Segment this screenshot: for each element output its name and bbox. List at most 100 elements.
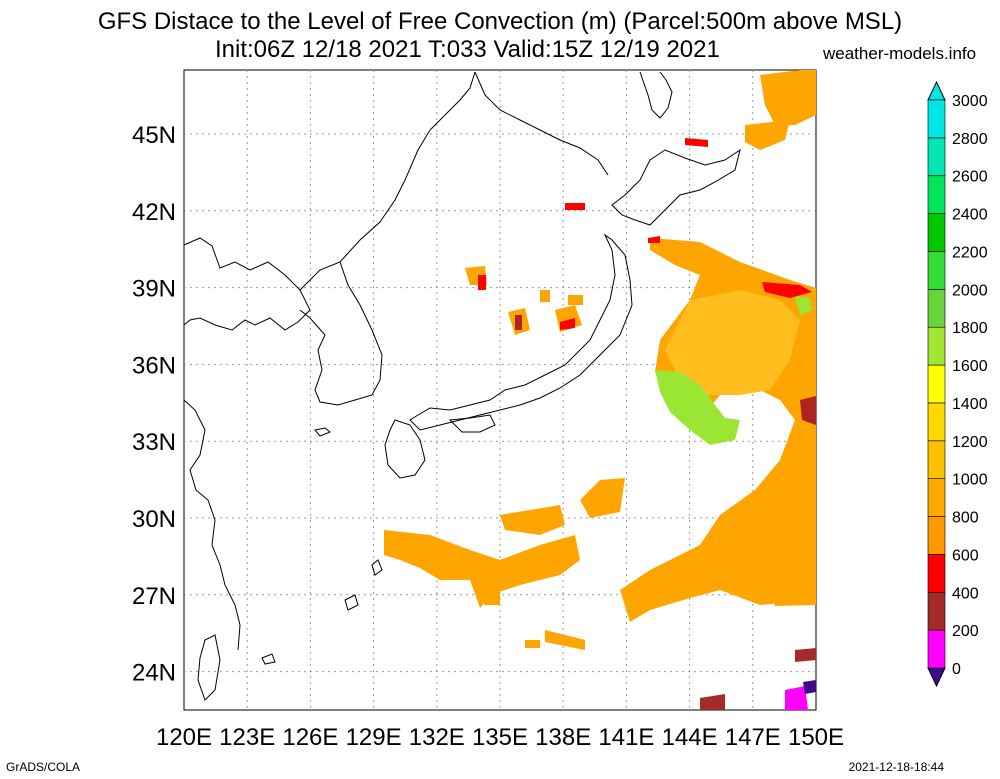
colorbar-swatch	[927, 175, 946, 214]
colorbar-label: 1800	[952, 320, 988, 337]
lfc-region-red1	[762, 282, 812, 298]
colorbar-label: 2800	[952, 131, 988, 148]
lfc-region-south2	[500, 505, 565, 535]
lat-tick-label: 39N	[132, 276, 176, 303]
lon-tick-label: 135E	[472, 724, 528, 751]
site-credit: weather-models.info	[823, 44, 977, 63]
footer-credit: GrADS/COLA	[6, 760, 81, 774]
coast-taiwan	[197, 634, 221, 701]
colorbar-swatch	[927, 516, 946, 555]
footer-timestamp: 2021-12-18-18:44	[848, 760, 944, 774]
colorbar-swatch	[927, 554, 946, 593]
lfc-region-honshu5	[540, 290, 550, 302]
colorbar-label: 1600	[952, 358, 988, 375]
lat-tick-label: 30N	[132, 506, 176, 533]
lon-tick-label: 129E	[346, 724, 402, 751]
colorbar-swatch	[927, 326, 946, 366]
lfc-region-brown	[795, 648, 816, 662]
lfc-region-magenta	[785, 686, 808, 710]
lfc-region-red7	[648, 236, 660, 243]
coast-ryukyu2	[371, 559, 383, 576]
coast-russia-east	[474, 71, 609, 176]
lfc-region-green2	[795, 296, 812, 315]
lfc-region-red6	[560, 318, 575, 330]
coast-hokkaido	[611, 148, 741, 226]
colorbar-label: 2200	[952, 244, 988, 261]
lfc-region-honshu4	[568, 295, 583, 305]
colorbar-swatch	[927, 213, 946, 252]
coast-jeju	[314, 427, 331, 437]
lat-tick-label: 24N	[132, 660, 176, 687]
lon-tick-label: 123E	[219, 724, 275, 751]
lon-tick-labels: 120E 123E 126E 129E 132E 135E 138E 141E 144E 147E…	[156, 724, 844, 751]
colorbar-swatch	[927, 440, 946, 479]
colorbar-bottom-arrow	[927, 667, 946, 688]
lat-tick-label: 33N	[132, 429, 176, 456]
colorbar-label: 1200	[952, 434, 988, 451]
lfc-region-red2	[800, 396, 816, 425]
lat-tick-label: 36N	[132, 352, 176, 379]
colorbar-swatch	[927, 364, 946, 404]
colorbar-label: 400	[952, 585, 979, 602]
colorbar-swatch	[927, 251, 946, 290]
coast-china-east	[183, 399, 241, 651]
colorbar-swatch	[927, 137, 946, 177]
lon-tick-label: 147E	[725, 724, 781, 751]
lfc-region-east-light	[665, 290, 800, 395]
colorbar-label: 2600	[952, 169, 988, 186]
colorbar-label: 200	[952, 623, 979, 640]
colorbar-swatch	[927, 402, 946, 442]
colorbar-label: 1400	[952, 396, 988, 413]
colorbar-swatch	[927, 478, 946, 517]
colorbar-label: 3000	[952, 93, 988, 110]
lfc-region-south	[384, 530, 580, 608]
map-title: GFS Distace to the Level of Free Convect…	[97, 8, 903, 35]
lfc-region-south3	[580, 478, 625, 518]
colorbar-label: 1000	[952, 472, 988, 489]
map-subtitle: Init:06Z 12/18 2021 T:033 Valid:15Z 12/1…	[215, 36, 720, 63]
lon-tick-label: 150E	[788, 724, 844, 751]
lfc-region-red4	[685, 138, 708, 147]
lon-tick-label: 126E	[282, 724, 338, 751]
lfc-region-sw	[545, 630, 585, 650]
colorbar-top-arrow	[927, 80, 946, 101]
colorbar-label: 600	[952, 547, 979, 564]
lat-tick-labels: 24N 27N 30N 33N 36N 39N 42N 45N	[132, 122, 176, 687]
colorbar-label: 2400	[952, 207, 988, 224]
colorbar-swatch	[927, 629, 946, 669]
colorbar-swatch	[927, 99, 946, 139]
colorbar-swatch	[927, 289, 946, 328]
lfc-region-small3	[770, 580, 816, 606]
coast-korea	[299, 261, 383, 406]
lat-tick-label: 42N	[132, 199, 176, 226]
lfc-region-purple	[803, 680, 816, 694]
coast-ryukyu1	[344, 594, 359, 611]
coast-kyushu	[384, 419, 426, 479]
lfc-region-small1	[640, 578, 662, 600]
colorbar-label: 2000	[952, 282, 988, 299]
lat-tick-label: 45N	[132, 122, 176, 149]
lfc-region-north2	[745, 120, 790, 150]
coast-honshu	[409, 233, 633, 431]
coast-ryukyu3	[261, 653, 276, 665]
coast-mainland	[183, 237, 311, 331]
colorbar-swatch	[927, 591, 946, 631]
lfc-region-red8	[515, 315, 522, 330]
coast-sakhalin	[639, 71, 673, 119]
lfc-region-red3	[565, 203, 585, 210]
colorbar-label: 800	[952, 510, 979, 527]
lfc-region-brown2	[700, 694, 725, 710]
color-bar: 0 200 400 600 800 1000 1200 1400 1600 1800 2000 220…	[927, 80, 988, 688]
lfc-region-small2	[484, 588, 500, 605]
lon-tick-label: 141E	[598, 724, 654, 751]
lon-tick-label: 120E	[156, 724, 212, 751]
lfc-region-green	[655, 370, 740, 445]
lon-tick-label: 132E	[409, 724, 465, 751]
coastlines	[183, 71, 741, 701]
lfc-region-sw2	[525, 640, 540, 648]
lfc-region-north	[760, 70, 816, 125]
lon-tick-label: 144E	[662, 724, 718, 751]
lon-tick-label: 138E	[535, 724, 591, 751]
colorbar-label: 0	[952, 661, 961, 678]
